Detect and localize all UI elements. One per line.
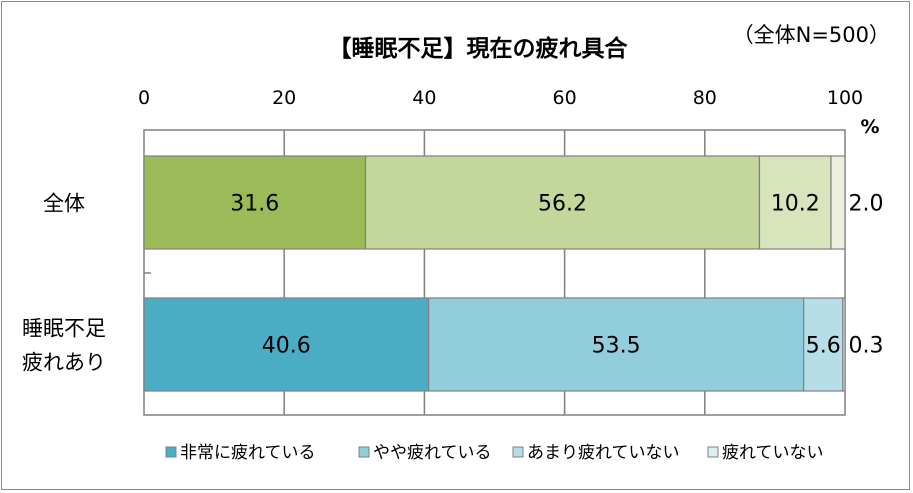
bars: 31.6 56.2 10.2 2.0 40.6 53.5 5.6 0.3 <box>143 155 884 392</box>
bar-segment <box>803 297 844 392</box>
x-tick-label: 20 <box>272 87 296 109</box>
data-label: 40.6 <box>262 334 311 359</box>
data-label: 5.6 <box>806 334 841 359</box>
legend-label: 疲れていない <box>722 443 824 463</box>
x-tick-label: 0 <box>138 87 150 109</box>
data-label: 56.2 <box>538 192 587 217</box>
legend-swatch <box>707 446 719 458</box>
data-label: 31.6 <box>230 192 279 217</box>
legend-label: 非常に疲れている <box>180 443 316 463</box>
bar-segment <box>364 155 761 250</box>
x-axis-ticks: 0 20 40 60 80 100% <box>138 87 880 138</box>
bar-segment <box>143 297 430 392</box>
data-label: 53.5 <box>592 334 641 359</box>
legend-label: やや疲れている <box>373 443 492 463</box>
bar-segment <box>842 297 846 392</box>
data-label: 0.3 <box>849 334 884 359</box>
legend-swatch <box>512 446 524 458</box>
legend-swatch <box>358 446 370 458</box>
bar-segment <box>758 155 832 250</box>
unit-label: % <box>860 116 879 138</box>
x-tick-label: 80 <box>693 87 717 109</box>
x-tick-label: 60 <box>553 87 577 109</box>
legend-label: あまり疲れていない <box>527 443 680 463</box>
sample-size-note: （全体N=500） <box>733 23 890 47</box>
legend-swatch <box>165 446 177 458</box>
category-label: 全体 <box>43 192 85 216</box>
x-tick-label: 40 <box>412 87 436 109</box>
chart-title: 【睡眠不足】現在の疲れ具合 <box>329 35 629 62</box>
bar-segment <box>428 297 805 392</box>
data-label: 2.0 <box>849 192 884 217</box>
legend: 非常に疲れている やや疲れている あまり疲れていない 疲れていない <box>165 443 824 463</box>
bar-segment <box>830 155 846 250</box>
category-label: 睡眠不足 <box>22 317 106 341</box>
x-tick-label: 100 <box>827 87 863 109</box>
data-label: 10.2 <box>771 192 820 217</box>
category-label: 疲れあり <box>22 351 106 375</box>
